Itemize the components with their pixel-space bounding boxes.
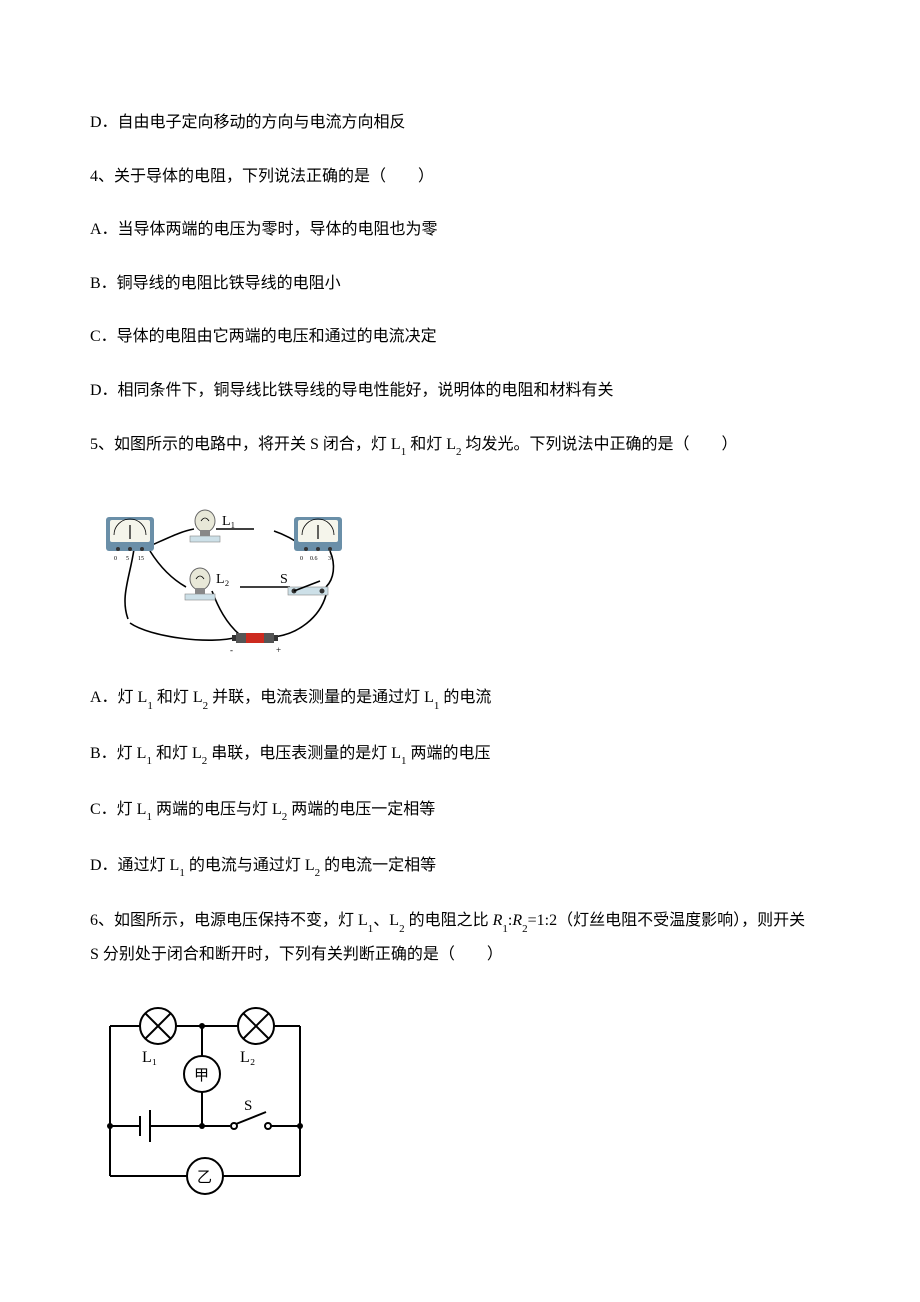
q6-2: 、L (373, 912, 399, 929)
q5-stem: 5、如图所示的电路中，将开关 S 闭合，灯 L1 和灯 L2 均发光。下列说法中… (90, 432, 830, 460)
q6-figure: L₁ L₂ 甲 (90, 996, 830, 1196)
q5b-2: 和灯 L (152, 745, 202, 762)
q6-s2: 2 (399, 923, 405, 935)
q3-option-d: D．自由电子定向移动的方向与电流方向相反 (90, 110, 830, 136)
q5d-3: 的电流一定相等 (320, 857, 436, 874)
q5a-s2: 2 (203, 700, 209, 712)
q6-meter2-label: 乙 (197, 1170, 212, 1186)
q6-l1-label: L₁ (142, 1049, 157, 1066)
svg-text:-: - (230, 645, 233, 655)
q5b-4: 两端的电压 (407, 745, 491, 762)
q5-stem-sub1: 1 (401, 446, 407, 458)
q5-figure: 0 5 15 0 0.6 3 (90, 487, 830, 657)
q5d-s1: 1 (179, 867, 185, 879)
q5d-s2: 2 (315, 867, 321, 879)
q5-stem-sub2: 2 (456, 446, 462, 458)
q6-meter1-label: 甲 (194, 1068, 209, 1084)
q6-r1: R (493, 912, 503, 929)
q5a-1: A．灯 L (90, 689, 147, 706)
q5a-2: 和灯 L (153, 689, 203, 706)
svg-text:L₁: L₁ (222, 514, 235, 529)
q4-option-a: A．当导体两端的电压为零时，导体的电阻也为零 (90, 217, 830, 243)
q5-stem-pre: 5、如图所示的电路中，将开关 S 闭合，灯 L (90, 436, 401, 453)
q4-option-d: D．相同条件下，铜导线比铁导线的导电性能好，说明体的电阻和材料有关 (90, 378, 830, 404)
q4-option-c: C．导体的电阻由它两端的电压和通过的电流决定 (90, 324, 830, 350)
q4-stem: 4、关于导体的电阻，下列说法正确的是（ ） (90, 164, 830, 190)
svg-text:S: S (280, 572, 288, 587)
q5d-2: 的电流与通过灯 L (185, 857, 315, 874)
q5a-4: 的电流 (439, 689, 491, 706)
svg-text:3: 3 (328, 556, 331, 562)
q5b-s3: 1 (401, 755, 407, 767)
q5a-3: 并联，电流表测量的是通过灯 L (208, 689, 434, 706)
q5-option-c: C．灯 L1 两端的电压与灯 L2 两端的电压一定相等 (90, 797, 830, 825)
q5c-1: C．灯 L (90, 801, 146, 818)
q6-r2: R (512, 912, 522, 929)
svg-text:15: 15 (138, 556, 144, 562)
svg-text:+: + (276, 645, 281, 655)
q6-3: 的电阻之比 (405, 912, 493, 929)
q5-option-a: A．灯 L1 和灯 L2 并联，电流表测量的是通过灯 L1 的电流 (90, 685, 830, 713)
q5b-s1: 1 (146, 755, 152, 767)
q5-option-b: B．灯 L1 和灯 L2 串联，电压表测量的是灯 L1 两端的电压 (90, 741, 830, 769)
q4-option-b: B．铜导线的电阻比铁导线的电阻小 (90, 271, 830, 297)
q5d-1: D．通过灯 L (90, 857, 179, 874)
svg-text:L₂: L₂ (216, 572, 230, 587)
q6-s-label: S (244, 1098, 252, 1114)
q5c-3: 两端的电压一定相等 (287, 801, 435, 818)
q5b-s2: 2 (202, 755, 208, 767)
svg-text:0.6: 0.6 (310, 556, 318, 562)
q6-stem-line1: 6、如图所示，电源电压保持不变，灯 L1、L2 的电阻之比 R1:R2=1:2（… (90, 908, 830, 936)
q5b-1: B．灯 L (90, 745, 146, 762)
q6-l2-label: L₂ (240, 1049, 255, 1066)
svg-text:5: 5 (126, 556, 129, 562)
q6-1: 6、如图所示，电源电压保持不变，灯 L (90, 912, 368, 929)
q5-option-d: D．通过灯 L1 的电流与通过灯 L2 的电流一定相等 (90, 853, 830, 881)
q5b-3: 串联，电压表测量的是灯 L (207, 745, 401, 762)
q6-r2s: 2 (522, 923, 528, 935)
q5c-2: 两端的电压与灯 L (152, 801, 282, 818)
q6-s1: 1 (368, 923, 374, 935)
q5c-s1: 1 (146, 811, 152, 823)
q6-4: =1:2（灯丝电阻不受温度影响），则开关 (528, 912, 805, 929)
q6-r1s: 1 (502, 923, 508, 935)
q5a-s3: 1 (434, 700, 440, 712)
q5-stem-mid: 和灯 L (406, 436, 456, 453)
q5c-s2: 2 (282, 811, 288, 823)
q6-stem-line2: S 分别处于闭合和断开时，下列有关判断正确的是（ ） (90, 942, 830, 968)
svg-text:0: 0 (300, 556, 303, 562)
q5-stem-post: 均发光。下列说法中正确的是（ ） (461, 436, 737, 453)
svg-text:0: 0 (114, 556, 117, 562)
q5a-s1: 1 (147, 700, 153, 712)
